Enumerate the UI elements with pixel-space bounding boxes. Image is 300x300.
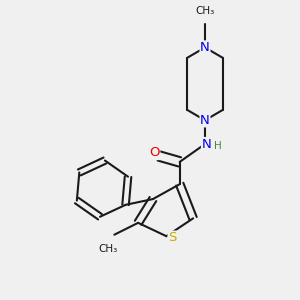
Text: N: N <box>202 138 211 151</box>
Text: CH₃: CH₃ <box>99 244 118 254</box>
Text: N: N <box>200 114 210 127</box>
Text: S: S <box>168 231 176 244</box>
Text: CH₃: CH₃ <box>195 6 214 16</box>
Text: O: O <box>149 146 160 160</box>
Text: N: N <box>200 41 210 54</box>
Text: H: H <box>214 140 222 151</box>
